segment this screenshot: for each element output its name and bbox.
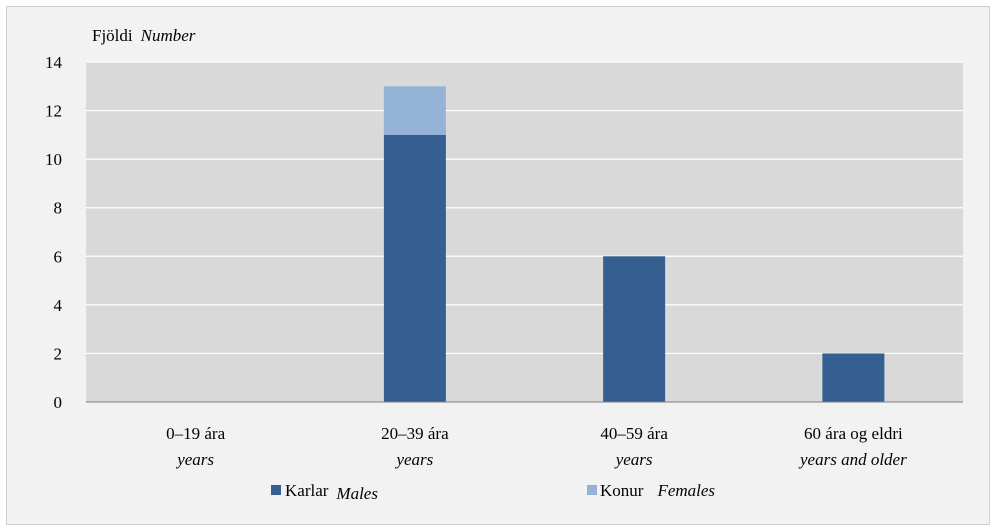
x-tick-label-en: years <box>394 450 433 469</box>
x-tick-label-en: years and older <box>798 450 907 469</box>
y-tick-label: 14 <box>45 53 63 72</box>
legend-swatch-males <box>271 485 281 495</box>
y-tick-label: 8 <box>54 199 63 218</box>
x-tick-label: 20–39 ára <box>381 424 449 443</box>
y-tick-label: 10 <box>45 150 62 169</box>
x-tick-label: 60 ára og eldri <box>804 424 903 443</box>
x-tick-label-en: years <box>614 450 653 469</box>
legend-item-males: Karlar Males <box>285 481 378 503</box>
y-tick-label: 0 <box>54 393 63 412</box>
bar-males <box>383 134 446 402</box>
legend: Karlar Males Konur Females <box>271 481 715 503</box>
legend-item-females: Konur Females <box>600 481 715 500</box>
x-tick-label-en: years <box>175 450 214 469</box>
legend-swatch-females <box>587 485 597 495</box>
x-tick-label: 0–19 ára <box>166 424 225 443</box>
plot-area <box>86 62 963 402</box>
y-tick-label: 2 <box>54 344 63 363</box>
y-tick-label: 12 <box>45 102 62 121</box>
y-tick-label: 4 <box>54 296 63 315</box>
bar-females <box>383 86 446 135</box>
x-tick-label: 40–59 ára <box>600 424 668 443</box>
bar-males <box>603 256 666 402</box>
y-tick-label: 6 <box>54 247 63 266</box>
bar-males <box>822 353 885 402</box>
y-axis-title: Fjöldi Number <box>92 26 196 45</box>
